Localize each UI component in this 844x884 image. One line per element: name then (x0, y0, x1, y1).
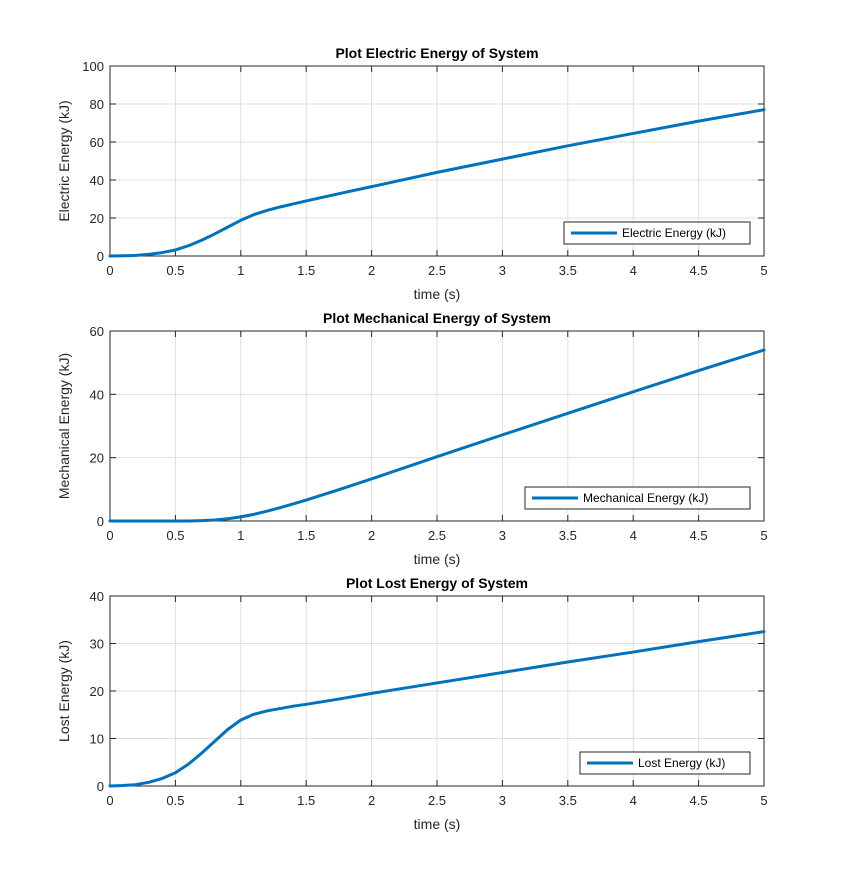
y-tick-label: 40 (90, 387, 104, 402)
x-axis-label: time (s) (414, 816, 461, 832)
y-tick-label: 20 (90, 684, 104, 699)
legend-label: Mechanical Energy (kJ) (583, 491, 708, 505)
chart-title: Plot Lost Energy of System (346, 575, 528, 591)
chart-title: Plot Electric Energy of System (335, 45, 538, 61)
x-tick-label: 3 (499, 793, 506, 808)
x-tick-label: 1 (237, 263, 244, 278)
x-tick-label: 4 (630, 263, 637, 278)
x-tick-label: 1.5 (297, 263, 315, 278)
x-tick-label: 1 (237, 793, 244, 808)
chart-title: Plot Mechanical Energy of System (323, 310, 551, 326)
x-tick-label: 1 (237, 528, 244, 543)
x-tick-label: 2 (368, 528, 375, 543)
y-tick-label: 60 (90, 324, 104, 339)
legend: Mechanical Energy (kJ) (524, 486, 751, 510)
y-axis-label: Lost Energy (kJ) (56, 640, 72, 742)
x-tick-label: 3.5 (559, 263, 577, 278)
x-tick-label: 0 (106, 528, 113, 543)
y-tick-label: 80 (90, 97, 104, 112)
x-tick-label: 2.5 (428, 793, 446, 808)
y-tick-label: 0 (97, 514, 104, 529)
x-axis-label: time (s) (414, 551, 461, 567)
chart-panel-3: 0 0.5 1 1.5 2 2.5 3 3.5 4 4.5 5 0 10 20 30 40 Plot Lost … (56, 575, 768, 832)
y-tick-label: 100 (82, 59, 104, 74)
x-tick-label: 1.5 (297, 793, 315, 808)
legend-label: Lost Energy (kJ) (638, 756, 725, 770)
x-tick-label: 5 (760, 793, 767, 808)
y-tick-label: 20 (90, 211, 104, 226)
legend-box (524, 486, 751, 510)
x-tick-label: 1.5 (297, 528, 315, 543)
x-tick-label: 0 (106, 793, 113, 808)
series-line-1 (108, 348, 766, 523)
legend-box (563, 221, 751, 245)
y-tick-label: 40 (90, 589, 104, 604)
y-tick-label: 20 (90, 451, 104, 466)
x-tick-label: 4.5 (690, 528, 708, 543)
x-tick-label: 4.5 (690, 793, 708, 808)
axes-box (109, 330, 765, 522)
x-tick-label: 4 (630, 793, 637, 808)
legend-label: Electric Energy (kJ) (622, 226, 726, 240)
y-axis-label: Mechanical Energy (kJ) (56, 353, 72, 499)
x-tick-label: 3 (499, 528, 506, 543)
x-tick-label: 4 (630, 528, 637, 543)
x-tick-label: 0.5 (166, 528, 184, 543)
x-tick-label: 0.5 (166, 263, 184, 278)
y-axis-label: Electric Energy (kJ) (56, 100, 72, 221)
x-tick-label: 3 (499, 263, 506, 278)
y-tick-label: 40 (90, 173, 104, 188)
y-tick-label: 30 (90, 637, 104, 652)
x-tick-label: 3.5 (559, 793, 577, 808)
x-tick-label: 0.5 (166, 793, 184, 808)
x-tick-label: 0 (106, 263, 113, 278)
x-axis-label: time (s) (414, 286, 461, 302)
legend-box (579, 751, 751, 775)
chart-panel-2: 0 0.5 1 1.5 2 2.5 3 3.5 4 4.5 5 0 20 40 60 Plot Mechani… (56, 310, 768, 567)
x-tick-label: 5 (760, 528, 767, 543)
series-line-1 (108, 108, 766, 258)
x-tick-label: 4.5 (690, 263, 708, 278)
x-tick-label: 3.5 (559, 528, 577, 543)
axes-box (109, 65, 765, 257)
x-tick-label: 5 (760, 263, 767, 278)
axes-box (109, 595, 765, 787)
y-tick-label: 10 (90, 732, 104, 747)
legend: Electric Energy (kJ) (563, 221, 751, 245)
legend: Lost Energy (kJ) (579, 751, 751, 775)
chart-panel-1: 0 0.5 1 1.5 2 2.5 3 3.5 4 4.5 5 0 20 40 60 80 100 Plot El… (56, 45, 768, 302)
y-tick-label: 0 (97, 249, 104, 264)
x-tick-label: 2.5 (428, 263, 446, 278)
x-tick-label: 2.5 (428, 528, 446, 543)
x-tick-label: 2 (368, 793, 375, 808)
y-tick-label: 60 (90, 135, 104, 150)
y-tick-label: 0 (97, 779, 104, 794)
x-tick-label: 2 (368, 263, 375, 278)
series-line-1 (108, 630, 766, 788)
